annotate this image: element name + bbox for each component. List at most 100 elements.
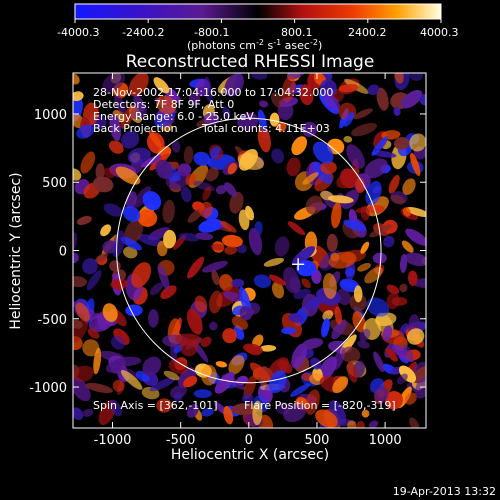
image-blob (372, 252, 387, 264)
image-blob (304, 296, 323, 311)
image-blob (162, 199, 175, 224)
x-tick-label: 500 (305, 433, 330, 448)
image-blob (331, 202, 342, 229)
image-blob (299, 84, 314, 106)
image-blob (364, 158, 388, 179)
image-blob (214, 372, 235, 394)
image-blob (183, 146, 194, 165)
image-blob (414, 377, 426, 399)
y-tick-labels: -1000 -500 0 500 1000 (29, 108, 67, 396)
image-map (73, 73, 426, 428)
image-blob (95, 252, 108, 263)
image-blob (188, 93, 201, 105)
image-blob (405, 228, 426, 246)
image-blob (215, 361, 228, 368)
image-blob (331, 319, 347, 340)
x-tick-label: -1000 (94, 433, 132, 448)
image-blob (73, 168, 82, 181)
image-blob (405, 206, 426, 218)
image-blob (89, 317, 98, 328)
image-blob (351, 122, 377, 137)
image-blob (73, 407, 84, 420)
image-blob (195, 232, 214, 241)
image-blob (283, 267, 300, 294)
image-blob (187, 256, 205, 279)
image-blob (360, 241, 370, 254)
image-blob (242, 393, 254, 404)
image-blob (109, 399, 122, 417)
image-blob (76, 215, 92, 226)
image-blob (76, 124, 95, 139)
image-blob (123, 246, 138, 259)
image-blob (269, 112, 280, 127)
annotation-detectors: Detectors: 7F 8F 9F, Att 0 (93, 98, 234, 111)
image-blob (202, 260, 228, 273)
image-blob (231, 278, 245, 288)
annotation-flare-position: Flare Position = [-820,-319] (244, 399, 396, 412)
image-blob (383, 235, 395, 248)
image-blob (398, 365, 417, 383)
image-blob (382, 325, 393, 341)
image-blob (301, 278, 311, 289)
image-blob (73, 276, 87, 288)
image-blob (410, 152, 421, 176)
image-blob (404, 392, 417, 405)
annotation-method: Back Projection (93, 122, 178, 135)
image-blob (164, 115, 175, 127)
image-blob (173, 392, 183, 402)
image-blob (268, 274, 287, 286)
image-blob (319, 79, 337, 96)
image-blob (332, 347, 346, 371)
image-blob (402, 178, 416, 196)
image-blob (86, 270, 102, 291)
image-blob (257, 109, 267, 131)
image-blob (248, 227, 263, 256)
colorbar-label-0: -4000.3 (57, 26, 99, 39)
image-blob (239, 305, 253, 321)
image-blob (412, 278, 426, 288)
x-tick-label: 0 (245, 433, 253, 448)
solar-limb (116, 117, 382, 384)
footer-timestamp: 19-Apr-2013 13:32 (393, 485, 496, 498)
image-blob (222, 106, 231, 118)
image-blob (373, 386, 389, 403)
image-blob (200, 336, 212, 348)
image-blob (224, 182, 237, 197)
image-blob (133, 94, 145, 112)
image-blob (127, 147, 151, 165)
image-blob (318, 356, 337, 382)
image-blob (148, 309, 159, 328)
colorbar-units: (photons cm-2 s-1 asec-2) (187, 38, 322, 52)
image-blob (224, 73, 244, 97)
image-blob (253, 274, 272, 288)
image-blob (198, 218, 223, 233)
colorbar-label-5: 4000.3 (420, 26, 459, 39)
image-blob (211, 269, 220, 286)
image-blob (185, 173, 197, 186)
image-blob (156, 398, 173, 413)
image-blob (371, 136, 388, 156)
image-blob (346, 361, 358, 383)
image-blob (409, 133, 426, 152)
image-blob (376, 87, 389, 111)
image-blob (393, 107, 401, 116)
y-tick-label: 500 (42, 176, 67, 191)
image-blob (293, 288, 311, 300)
image-blob (301, 338, 324, 350)
image-blob (312, 141, 334, 164)
x-axis-label: Heliocentric X (arcsec) (171, 447, 329, 463)
image-blob (352, 310, 366, 333)
image-blob (403, 344, 414, 361)
y-tick-label: 1000 (34, 108, 67, 123)
image-blob (327, 195, 354, 204)
image-blob (109, 113, 122, 142)
image-blob (163, 370, 180, 381)
image-blob (336, 288, 351, 306)
image-blob (390, 194, 405, 205)
image-blob (364, 266, 383, 284)
image-blob (302, 172, 319, 185)
image-blob (87, 328, 100, 339)
image-blob (338, 83, 359, 93)
image-blob (291, 136, 308, 156)
image-blob (120, 236, 142, 251)
